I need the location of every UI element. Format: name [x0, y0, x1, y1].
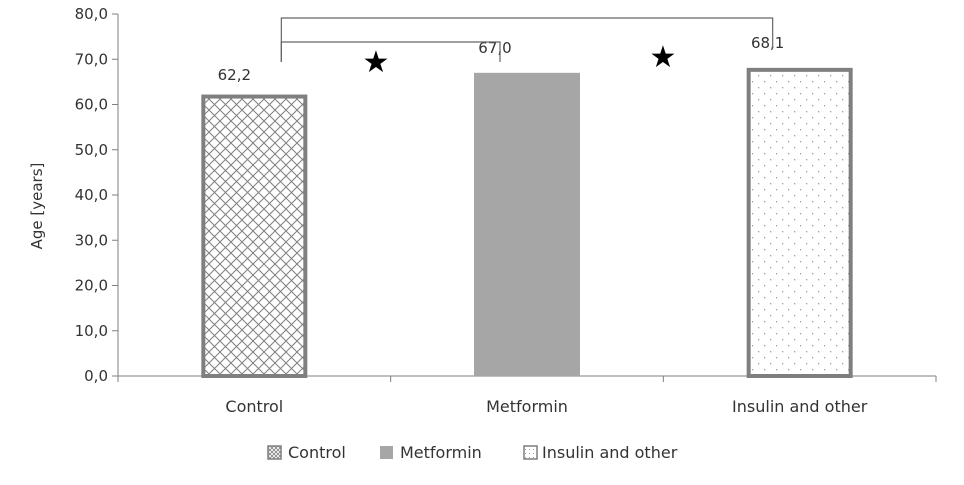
- y-tick-label: 0,0: [84, 367, 108, 385]
- bar-metformin: [474, 72, 580, 376]
- legend-label: Control: [288, 443, 346, 462]
- y-tick-label: 60,0: [75, 96, 108, 114]
- y-tick-label: 10,0: [75, 322, 108, 340]
- data-label: 68,1: [751, 34, 784, 52]
- x-category-label: Control: [225, 397, 283, 416]
- significance-star-icon: ★: [650, 40, 677, 75]
- significance-star-icon: ★: [363, 45, 390, 80]
- data-label: 62,2: [218, 66, 251, 84]
- x-axis: Control Metformin Insulin and other: [117, 375, 937, 416]
- bars-group: 62,2 67,0 68,1: [201, 34, 853, 378]
- significance-bracket: [280, 41, 501, 62]
- significance-brackets: ★ ★: [280, 17, 774, 80]
- legend-label: Insulin and other: [542, 443, 678, 462]
- legend-swatch: [523, 445, 538, 460]
- bar-insulin-and-other: [746, 67, 853, 378]
- y-tick-label: 20,0: [75, 277, 108, 295]
- legend: Control Metformin Insulin and other: [267, 443, 678, 462]
- y-axis-title: Age [years]: [28, 163, 46, 250]
- legend-swatch: [267, 445, 282, 460]
- y-axis: 0,0 10,0 20,0 30,0 40,0 50,0 60,0 70,0 80,0: [75, 5, 119, 385]
- bar-control: [201, 94, 308, 378]
- data-label: 67,0: [478, 39, 511, 57]
- y-tick-label: 50,0: [75, 141, 108, 159]
- legend-swatch: [380, 446, 393, 459]
- y-tick-label: 80,0: [75, 5, 108, 23]
- x-category-label: Metformin: [486, 397, 568, 416]
- y-tick-label: 70,0: [75, 50, 108, 68]
- x-category-label: Insulin and other: [732, 397, 868, 416]
- y-tick-label: 40,0: [75, 186, 108, 204]
- y-tick-label: 30,0: [75, 231, 108, 249]
- legend-label: Metformin: [400, 443, 482, 462]
- significance-bracket: [280, 17, 774, 62]
